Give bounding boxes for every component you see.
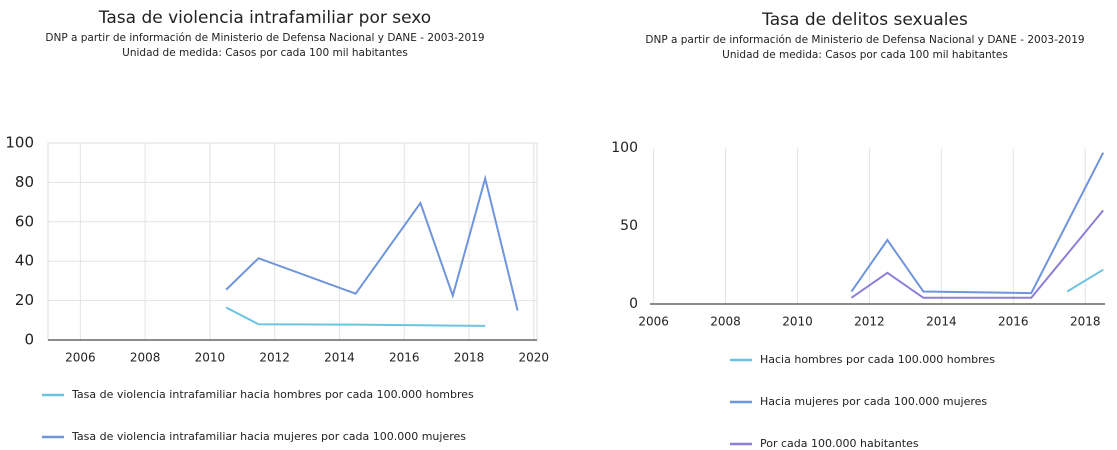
chart-title: Tasa de violencia intrafamiliar por sexo (98, 8, 431, 28)
y-tick-label: 0 (24, 331, 34, 349)
series-line (1066, 268, 1104, 293)
legend-label: Hacia hombres por cada 100.000 hombres (760, 353, 995, 366)
series-line (225, 174, 519, 311)
x-tick-label: 2018 (454, 351, 485, 365)
x-tick-label: 2012 (854, 315, 885, 329)
y-tick-label: 60 (15, 212, 34, 230)
legend-label: Hacia mujeres por cada 100.000 mujeres (760, 395, 987, 408)
chart-subtitle: Unidad de medida: Casos por cada 100 mil… (122, 47, 408, 59)
legend-label: Por cada 100.000 habitantes (760, 437, 919, 450)
chart-subtitle: DNP a partir de información de Ministeri… (45, 32, 484, 44)
series-line (850, 152, 1105, 295)
series-line (850, 209, 1104, 299)
x-tick-label: 2014 (324, 351, 355, 365)
chart-subtitle: Unidad de medida: Casos por cada 100 mil… (722, 49, 1008, 61)
y-tick-label: 80 (15, 173, 34, 191)
chart-subtitle: DNP a partir de información de Ministeri… (645, 34, 1084, 46)
x-tick-label: 2020 (518, 351, 549, 365)
legend-label: Tasa de violencia intrafamiliar hacia mu… (71, 430, 466, 443)
y-tick-label: 40 (15, 252, 34, 270)
x-tick-label: 2010 (195, 351, 226, 365)
x-tick-label: 2012 (259, 351, 290, 365)
y-tick-label: 100 (5, 134, 34, 152)
y-tick-label: 0 (629, 296, 638, 312)
legend-label: Tasa de violencia intrafamiliar hacia ho… (71, 388, 474, 401)
x-tick-label: 2010 (782, 315, 813, 329)
x-tick-label: 2006 (638, 315, 669, 329)
x-tick-label: 2016 (389, 351, 420, 365)
x-tick-label: 2008 (130, 351, 161, 365)
y-tick-label: 100 (611, 140, 638, 156)
chart-title: Tasa de delitos sexuales (761, 10, 968, 30)
x-tick-label: 2008 (710, 315, 741, 329)
y-tick-label: 50 (620, 218, 638, 234)
x-tick-label: 2016 (998, 315, 1029, 329)
x-tick-label: 2006 (65, 351, 96, 365)
y-tick-label: 20 (15, 291, 34, 309)
plot-frame (47, 142, 538, 341)
series-line (225, 306, 486, 327)
x-tick-label: 2014 (926, 315, 957, 329)
x-tick-label: 2018 (1070, 315, 1101, 329)
